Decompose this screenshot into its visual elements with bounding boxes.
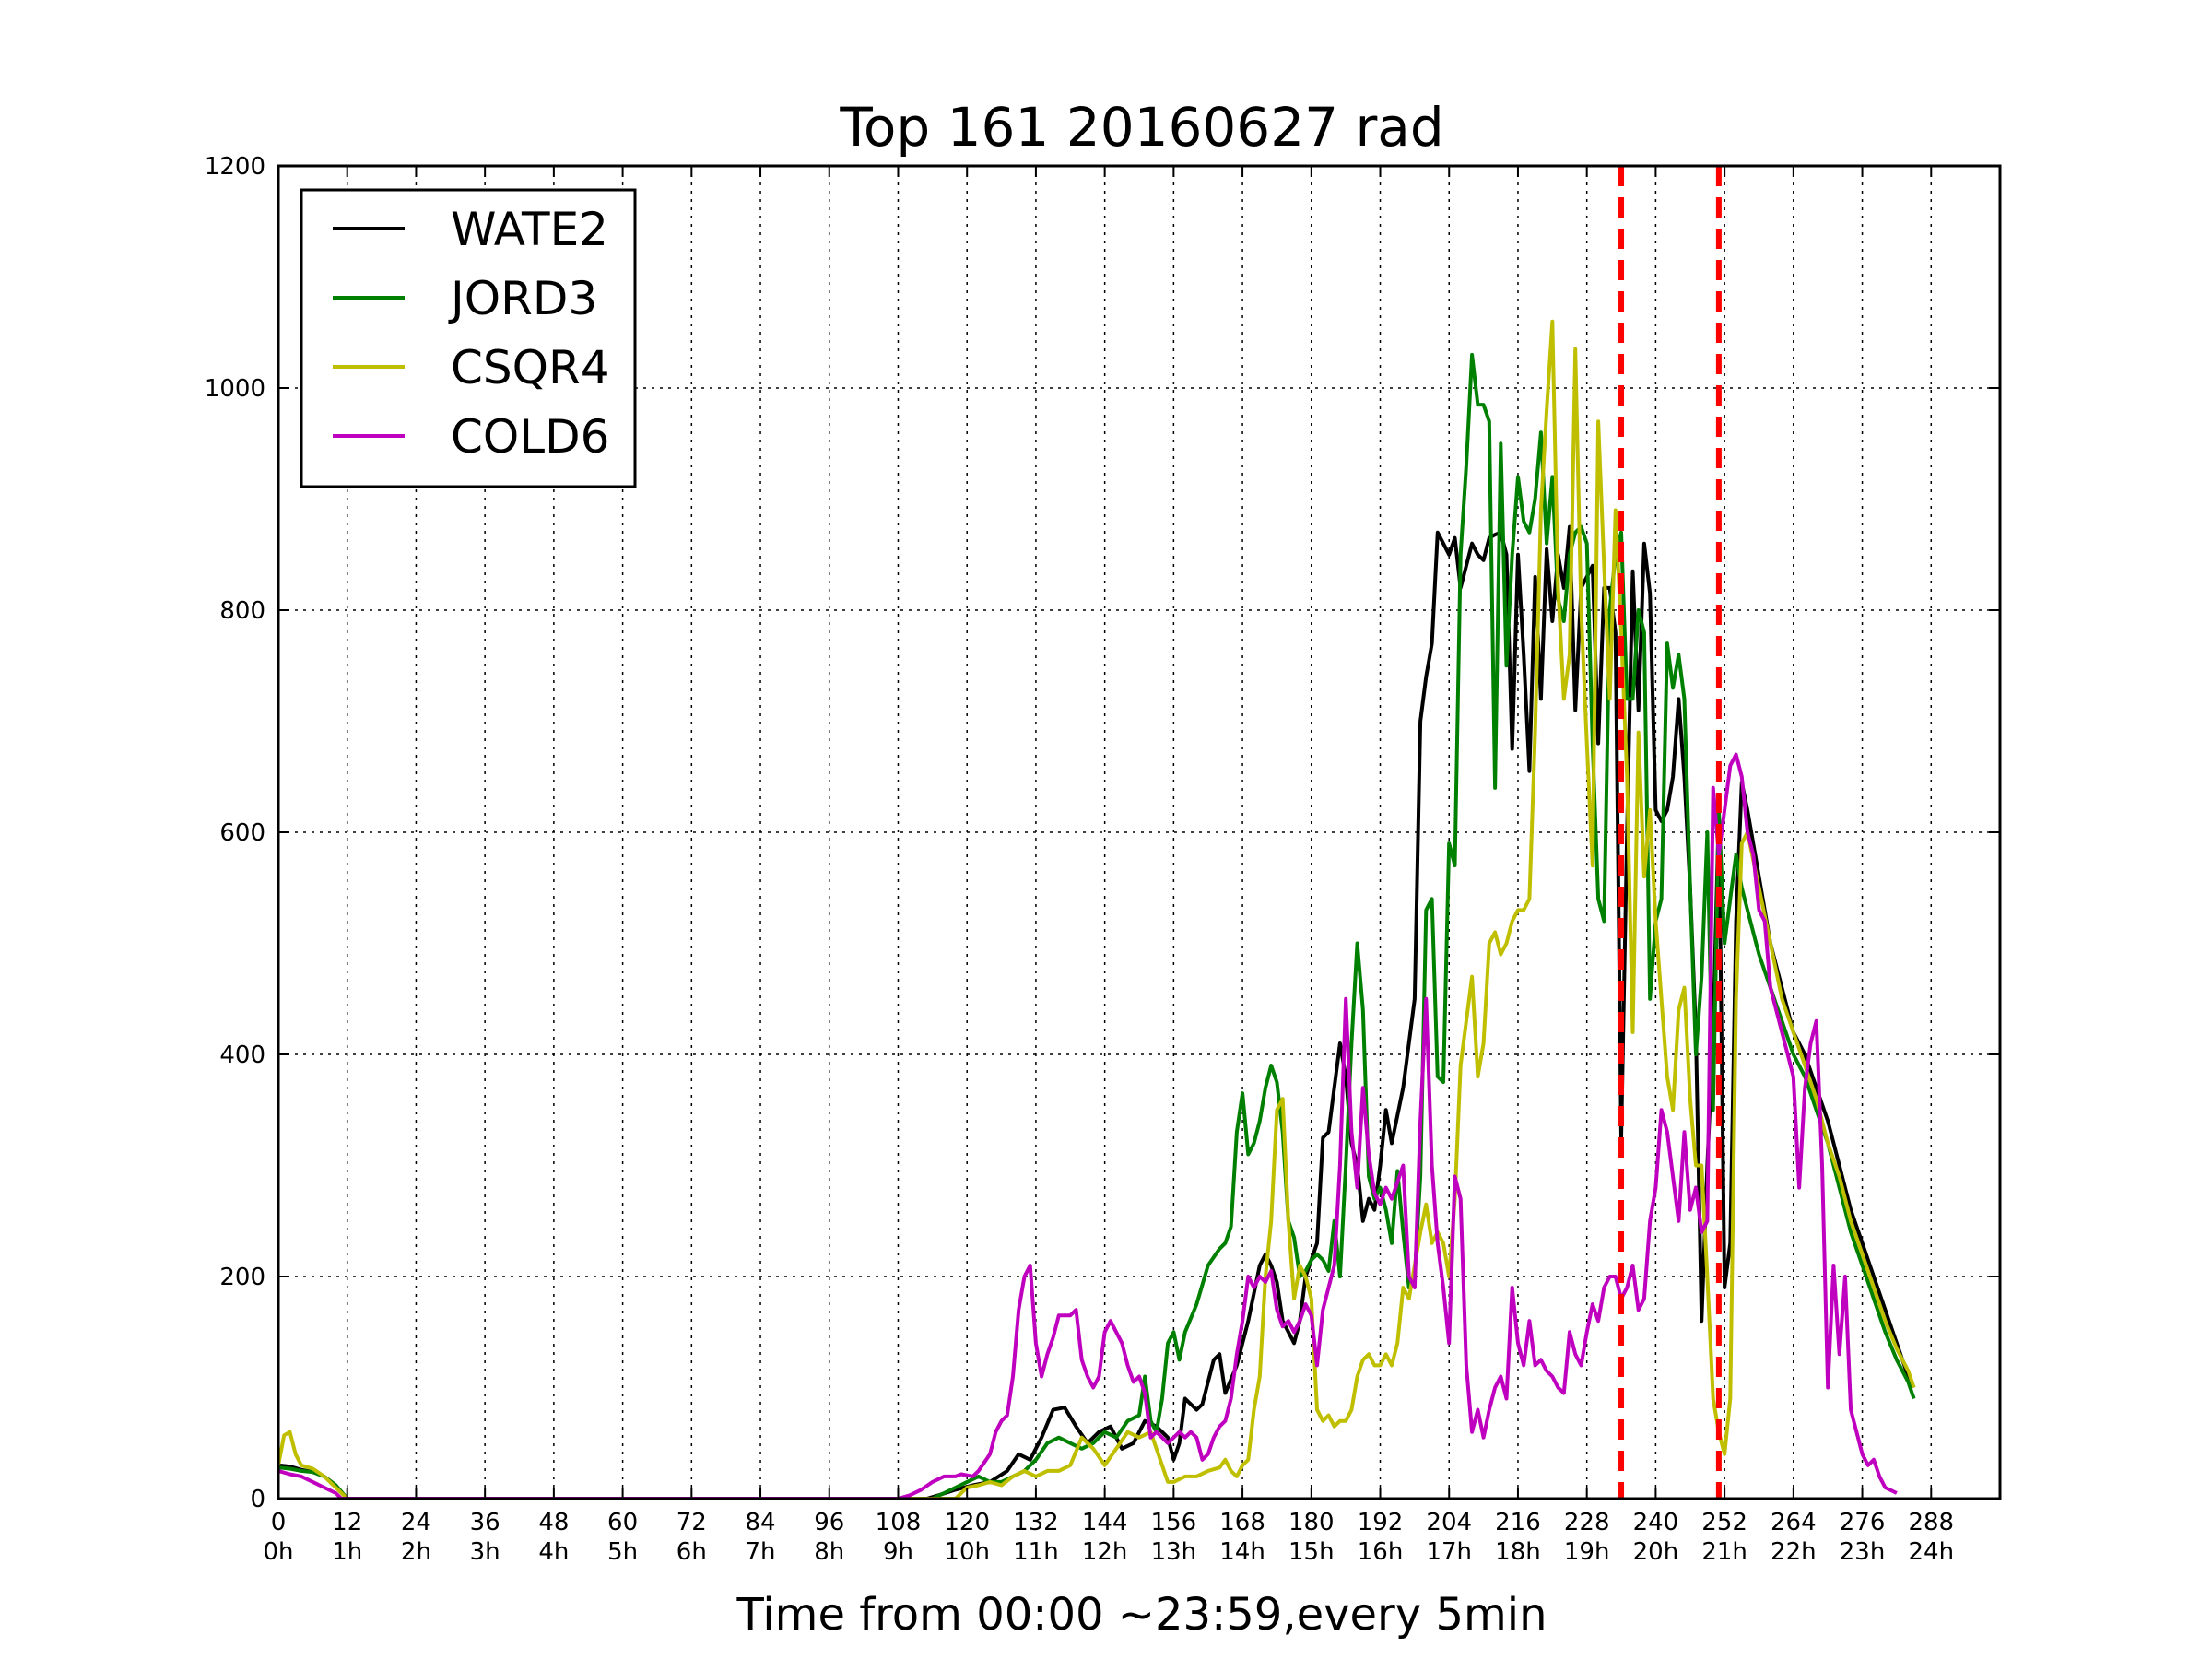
x-tick-label: 84 bbox=[745, 1509, 775, 1536]
x-tick-label: 108 bbox=[876, 1509, 922, 1536]
x-tick-sublabel: 21h bbox=[1701, 1538, 1747, 1566]
y-tick-label: 400 bbox=[219, 1041, 265, 1069]
y-tick-label: 0 bbox=[250, 1486, 265, 1513]
x-tick-label: 24 bbox=[401, 1509, 431, 1536]
y-tick-label: 1200 bbox=[205, 153, 265, 181]
series-line-csqr4 bbox=[276, 319, 1916, 1500]
series-layer bbox=[276, 319, 1916, 1500]
y-tick-label: 1000 bbox=[205, 375, 265, 403]
x-tick-label: 36 bbox=[470, 1509, 500, 1536]
x-tick-sublabel: 24h bbox=[1908, 1538, 1954, 1566]
series-line-cold6 bbox=[277, 752, 1898, 1500]
x-tick-label: 180 bbox=[1288, 1509, 1335, 1536]
x-tick-sublabel: 11h bbox=[1013, 1538, 1059, 1566]
legend: WATE2 JORD3 CSQR4 COLD6 bbox=[300, 188, 637, 488]
x-tick-sublabel: 1h bbox=[332, 1538, 362, 1566]
x-tick-sublabel: 13h bbox=[1151, 1538, 1197, 1566]
x-tick-label: 288 bbox=[1908, 1509, 1954, 1536]
y-tick-label: 200 bbox=[219, 1264, 265, 1291]
legend-label-wate2: WATE2 bbox=[451, 203, 608, 256]
axis-ticks: 00h121h242h363h484h605h726h847h968h1089h… bbox=[205, 153, 2000, 1566]
y-tick-label: 800 bbox=[219, 597, 265, 625]
legend-label-csqr4: CSQR4 bbox=[451, 341, 610, 394]
x-tick-label: 132 bbox=[1013, 1509, 1059, 1536]
x-tick-label: 60 bbox=[607, 1509, 638, 1536]
x-axis-label: Time from 00:00 ~23:59,every 5min bbox=[736, 1589, 1547, 1641]
x-tick-label: 264 bbox=[1771, 1509, 1817, 1536]
x-tick-sublabel: 8h bbox=[814, 1538, 844, 1566]
x-tick-sublabel: 4h bbox=[538, 1538, 569, 1566]
x-tick-sublabel: 16h bbox=[1358, 1538, 1404, 1566]
x-tick-label: 48 bbox=[538, 1509, 569, 1536]
x-tick-sublabel: 17h bbox=[1426, 1538, 1472, 1566]
x-tick-sublabel: 23h bbox=[1840, 1538, 1886, 1566]
legend-label-cold6: COLD6 bbox=[451, 410, 609, 464]
x-tick-sublabel: 18h bbox=[1495, 1538, 1541, 1566]
y-tick-label: 600 bbox=[219, 819, 265, 847]
x-tick-sublabel: 6h bbox=[677, 1538, 707, 1566]
vline-layer bbox=[1618, 166, 1722, 1499]
x-tick-sublabel: 20h bbox=[1633, 1538, 1679, 1566]
x-tick-label: 192 bbox=[1358, 1509, 1404, 1536]
x-tick-label: 144 bbox=[1082, 1509, 1128, 1536]
legend-label-jord3: JORD3 bbox=[448, 272, 597, 325]
x-tick-label: 72 bbox=[677, 1509, 707, 1536]
x-tick-sublabel: 19h bbox=[1564, 1538, 1610, 1566]
x-tick-label: 276 bbox=[1840, 1509, 1886, 1536]
x-tick-label: 156 bbox=[1151, 1509, 1197, 1536]
chart-title: Top 161 20160627 rad bbox=[839, 96, 1443, 159]
x-tick-sublabel: 10h bbox=[944, 1538, 990, 1566]
x-tick-label: 216 bbox=[1495, 1509, 1541, 1536]
x-tick-sublabel: 7h bbox=[746, 1538, 776, 1566]
x-tick-sublabel: 5h bbox=[607, 1538, 638, 1566]
x-tick-label: 168 bbox=[1219, 1509, 1265, 1536]
x-tick-label: 240 bbox=[1633, 1509, 1679, 1536]
x-tick-sublabel: 0h bbox=[263, 1538, 293, 1566]
x-tick-sublabel: 12h bbox=[1082, 1538, 1128, 1566]
x-tick-label: 120 bbox=[944, 1509, 990, 1536]
x-tick-sublabel: 15h bbox=[1288, 1538, 1335, 1566]
x-tick-sublabel: 22h bbox=[1771, 1538, 1817, 1566]
x-tick-label: 0 bbox=[271, 1509, 287, 1536]
x-tick-label: 204 bbox=[1426, 1509, 1472, 1536]
x-tick-sublabel: 14h bbox=[1219, 1538, 1265, 1566]
x-tick-sublabel: 3h bbox=[470, 1538, 500, 1566]
x-tick-label: 252 bbox=[1701, 1509, 1747, 1536]
x-tick-sublabel: 9h bbox=[883, 1538, 913, 1566]
x-tick-label: 12 bbox=[332, 1509, 362, 1536]
x-tick-sublabel: 2h bbox=[401, 1538, 431, 1566]
x-tick-label: 228 bbox=[1564, 1509, 1610, 1536]
x-tick-label: 96 bbox=[814, 1509, 844, 1536]
